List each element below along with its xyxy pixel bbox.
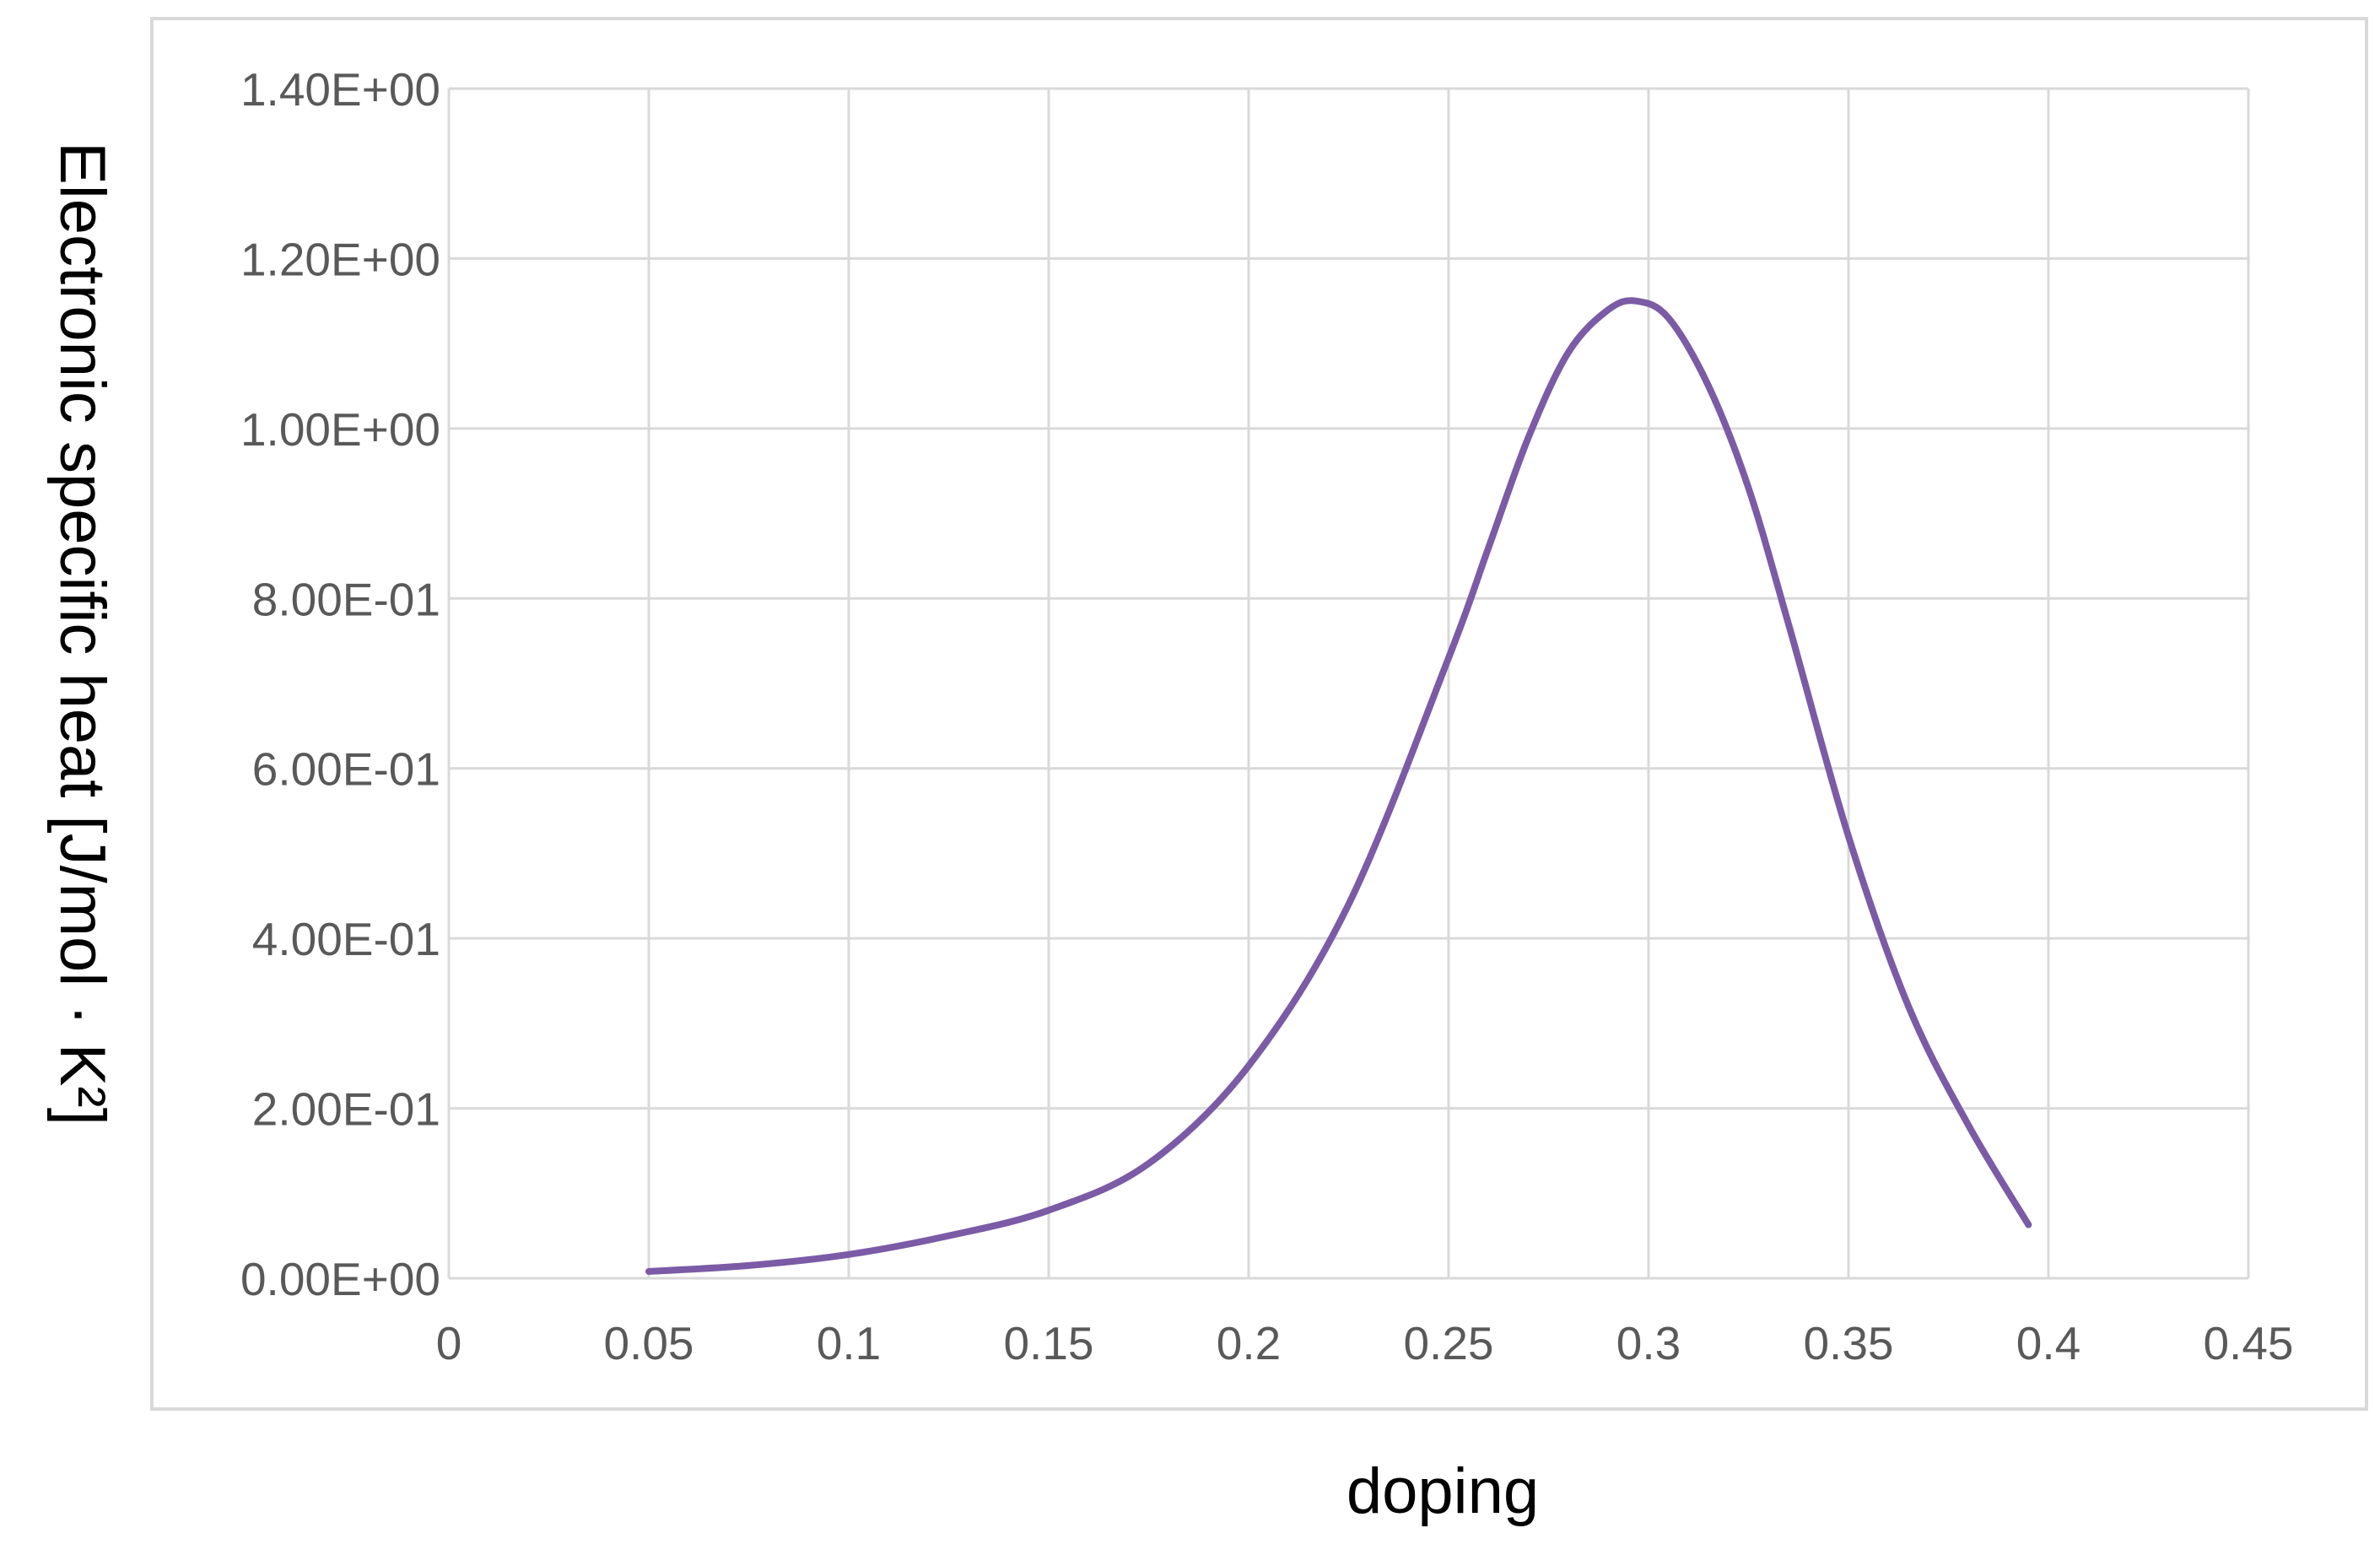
y-axis-ticks: 0.00E+00 2.00E-01 4.00E-01 6.00E-01 8.00E-01… <box>240 63 440 1305</box>
x-axis-ticks: 0 0.05 0.1 0.15 0.2 0.25 0.3 0.35 0.4 0.45 <box>436 1317 2294 1369</box>
y-tick-label: 6.00E-01 <box>252 743 440 796</box>
y-tick-label: 1.40E+00 <box>240 63 440 116</box>
x-tick-label: 0.2 <box>1217 1317 1281 1369</box>
y-tick-label: 0.00E+00 <box>240 1253 440 1305</box>
x-tick-label: 0.4 <box>2016 1317 2080 1369</box>
x-tick-label: 0.45 <box>2203 1317 2293 1369</box>
x-axis-title: doping <box>1347 1455 1539 1527</box>
x-tick-label: 0.1 <box>817 1317 881 1369</box>
x-tick-label: 0.35 <box>1803 1317 1893 1369</box>
x-tick-label: 0.3 <box>1616 1317 1681 1369</box>
grid <box>447 87 2250 1280</box>
y-tick-label: 8.00E-01 <box>252 573 440 625</box>
y-tick-label: 2.00E-01 <box>252 1083 440 1136</box>
y-tick-label: 4.00E-01 <box>252 913 440 965</box>
y-axis-title: Electronic specific heat [J/mol · K²] <box>46 142 118 1126</box>
y-tick-label: 1.20E+00 <box>240 233 440 285</box>
x-tick-label: 0.25 <box>1403 1317 1493 1369</box>
series-group <box>645 297 2032 1275</box>
x-tick-label: 0.15 <box>1003 1317 1093 1369</box>
series-line-0 <box>645 297 2032 1275</box>
y-tick-label: 1.00E+00 <box>240 403 440 456</box>
chart-frame <box>150 17 2368 1411</box>
x-tick-label: 0 <box>436 1317 462 1369</box>
x-tick-label: 0.05 <box>603 1317 693 1369</box>
